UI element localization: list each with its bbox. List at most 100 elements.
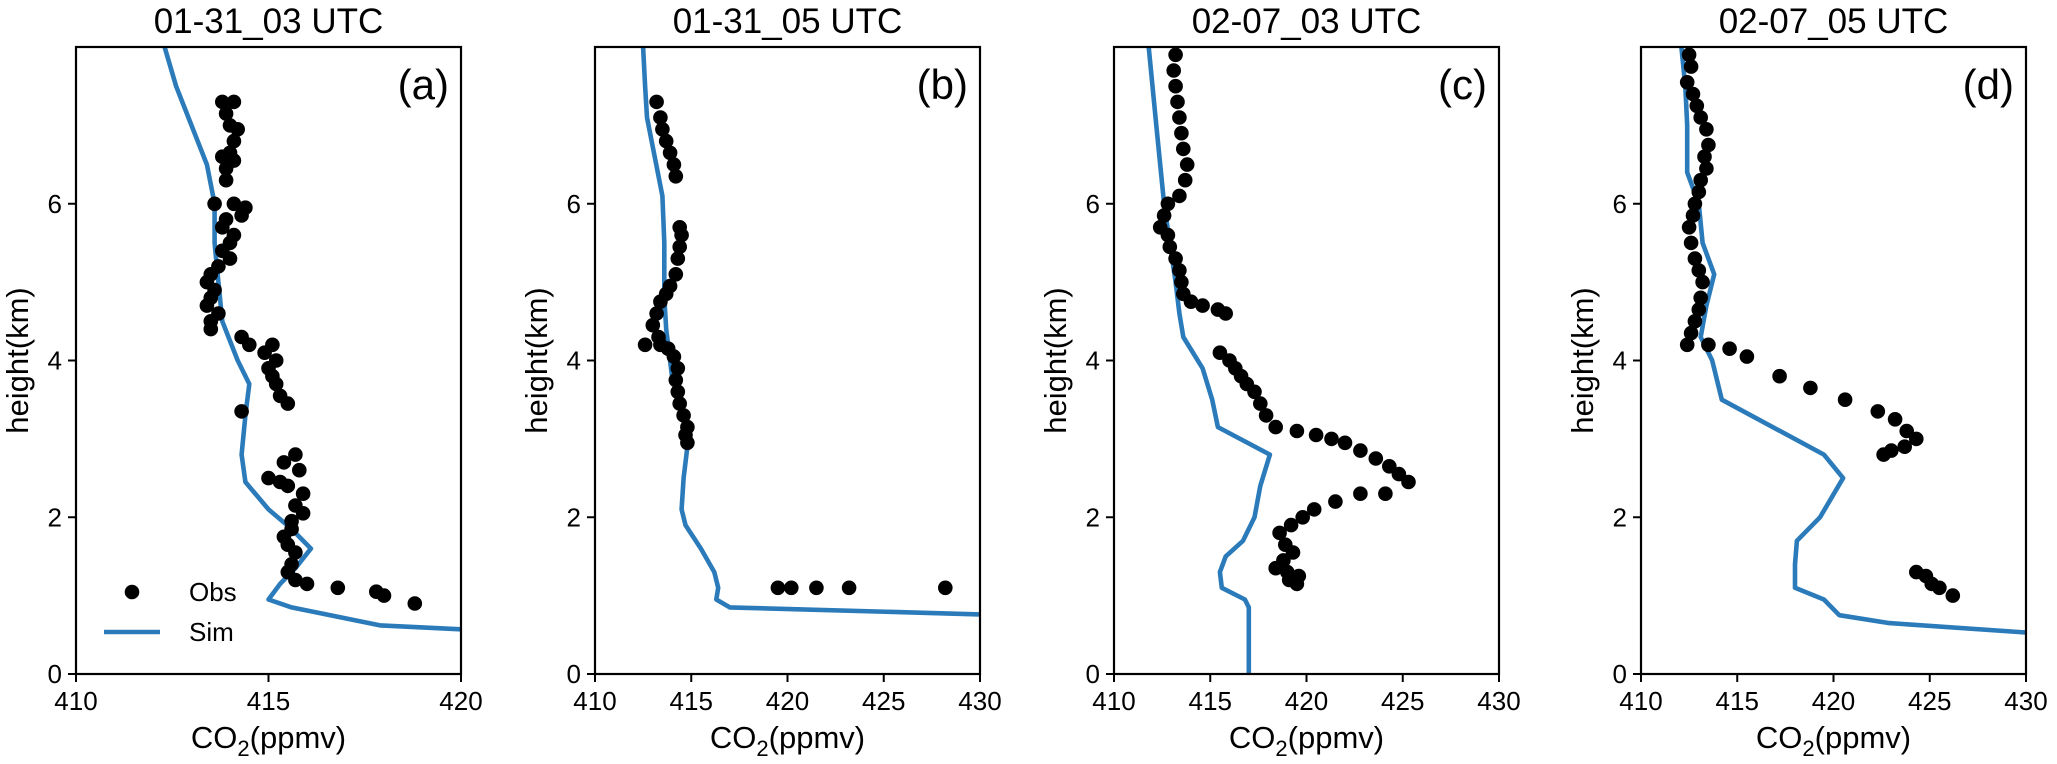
panel-4-obs-point-14 xyxy=(1685,208,1701,223)
panel-3-obs-point-14 xyxy=(1160,227,1176,243)
panel-3-obs-point-10 xyxy=(1172,188,1187,204)
panel-1-legend-obs-label: Obs xyxy=(189,577,237,607)
panel-4-obs-point-24 xyxy=(1679,337,1695,353)
panel-2-x-tick-label-410: 410 xyxy=(573,686,616,716)
panel-4-obs-point-34 xyxy=(1909,431,1924,447)
panel-1-obs-point-32 xyxy=(242,337,257,353)
panel-3-obs-point-37 xyxy=(1353,443,1368,458)
panel-3-panel-label: (c) xyxy=(1438,61,1487,108)
panel-4-obs-point-19 xyxy=(1695,274,1710,290)
panel-3-y-tick-label-0: 0 xyxy=(1086,659,1100,689)
panel-2-x-tick-label-430: 430 xyxy=(958,686,1001,716)
panel-3-obs-point-4 xyxy=(1170,94,1185,110)
panel-3-frame xyxy=(1112,45,1501,676)
panel-3-obs-point-18 xyxy=(1174,274,1189,290)
panel-2-panel-label: (b) xyxy=(917,61,968,108)
panel-3-obs-point-56 xyxy=(1289,576,1305,592)
panel-3-obs-point-16 xyxy=(1168,251,1183,266)
panel-2-obs-point-30 xyxy=(680,435,695,451)
panel-4-y-axis-label: height(km) xyxy=(1565,287,1600,433)
panel-4-obs-point-18 xyxy=(1691,263,1707,278)
panel-3-obs-point-30 xyxy=(1253,396,1268,411)
panel-3-obs-point-36 xyxy=(1337,435,1353,451)
panel-2-title: 01-31_05 UTC xyxy=(673,2,903,41)
panel-2-obs-point-1 xyxy=(649,94,664,110)
panel-3-y-axis-label: height(km) xyxy=(1038,287,1073,433)
panel-1-obs-point-55 xyxy=(288,545,303,560)
panel-1-title: 01-31_03 UTC xyxy=(154,2,384,41)
panel-2-obs-point-15 xyxy=(653,294,668,310)
panel-4-y-tick-label-0: 0 xyxy=(1613,659,1627,689)
panel-3-obs-point-31 xyxy=(1258,408,1274,423)
panel-4-obs-point-28 xyxy=(1772,368,1787,384)
panel-3-x-tick-label-410: 410 xyxy=(1092,686,1135,716)
panel-4-obs-point-5 xyxy=(1689,98,1705,114)
panel-2-obs-point-24 xyxy=(668,372,684,388)
panel-3-obs-point-3 xyxy=(1168,78,1183,94)
panel-3-obs-point-45 xyxy=(1306,502,1322,517)
panel-4-obs-point-41 xyxy=(1932,580,1947,596)
panel-1-obs-point-27 xyxy=(199,298,215,313)
panel-4-obs-point-33 xyxy=(1899,423,1914,439)
panel-3-obs-point-29 xyxy=(1247,384,1262,400)
panel-3-x-tick-label-415: 415 xyxy=(1189,686,1232,716)
panel-4-obs-point-23 xyxy=(1683,325,1699,341)
panel-2-obs-point-19 xyxy=(637,337,653,353)
panel-3-x-tick-label-425: 425 xyxy=(1381,686,1424,716)
panel-3-obs-point-20 xyxy=(1183,294,1199,310)
panel-4: 02-07_05 UTC 410 415 420 425 430 0 2 4 6 CO2(ppmv)… xyxy=(1565,2,2048,761)
panel-2-obs-point-23 xyxy=(670,361,686,376)
panel-4-obs-point-13 xyxy=(1687,196,1703,212)
panel-4-x-tick-label-415: 415 xyxy=(1716,686,1759,716)
panel-4-obs-point-11 xyxy=(1693,172,1708,188)
panel-1-obs-point-47 xyxy=(280,478,296,494)
panel-3-obs-point-7 xyxy=(1176,141,1191,157)
panel-2-obs-point-17 xyxy=(645,317,661,333)
panel-4-obs-point-32 xyxy=(1887,412,1903,427)
panel-2-obs-point-31 xyxy=(770,580,786,596)
panel-1-y-tick-label-6: 6 xyxy=(48,189,62,219)
panel-3-y-tick-label-6: 6 xyxy=(1086,189,1100,219)
panel-3-obs-point-33 xyxy=(1289,423,1305,439)
panel-1-y-tick-label-2: 2 xyxy=(48,502,62,532)
panel-1-obs-point-15 xyxy=(234,208,249,223)
panel-1-obs-point-42 xyxy=(288,447,303,462)
panel-1-x-tick-label-410: 410 xyxy=(54,686,97,716)
panel-1-x-tick-label-415: 415 xyxy=(247,686,290,716)
panel-1-obs-point-5 xyxy=(230,122,245,137)
panel-1-obs-point-2 xyxy=(226,94,242,110)
panel-3-obs-point-1 xyxy=(1168,47,1183,63)
panel-1-obs-point-12 xyxy=(207,196,222,212)
panel-3-plot-area xyxy=(1146,47,1416,674)
panel-2-y-axis-label: height(km) xyxy=(519,287,554,433)
panel-4-plot-area xyxy=(1679,47,2026,635)
panel-2-x-tick-label-415: 415 xyxy=(670,686,713,716)
panel-1-obs-point-11 xyxy=(218,172,234,188)
panel-3-obs-point-23 xyxy=(1218,306,1233,321)
panel-1-obs-point-48 xyxy=(295,486,311,502)
panel-4-obs-point-42 xyxy=(1945,588,1961,603)
panel-4-obs-point-17 xyxy=(1687,251,1703,266)
panel-3-x-axis-label: CO2(ppmv) xyxy=(1229,720,1384,761)
panel-4-obs-point-12 xyxy=(1691,184,1707,200)
panel-4-y-tick-label-2: 2 xyxy=(1613,502,1627,532)
panel-1-x-axis-label: CO2(ppmv) xyxy=(191,720,346,761)
panel-1-plot-area xyxy=(162,47,461,632)
panel-4-obs-point-35 xyxy=(1897,439,1912,455)
panel-1-obs-point-34 xyxy=(257,345,272,361)
panel-1-obs-point-13 xyxy=(226,196,242,212)
panel-4-y-tick-label-6: 6 xyxy=(1613,189,1627,219)
panel-3-sim-line xyxy=(1146,47,1273,674)
panel-1-sim-line xyxy=(162,47,461,632)
panel-3-obs-point-42 xyxy=(1378,486,1393,502)
panel-2-obs-point-22 xyxy=(666,349,682,364)
panel-3-obs-point-17 xyxy=(1172,263,1187,278)
panel-3-obs-point-6 xyxy=(1174,125,1189,141)
panel-3-obs-point-9 xyxy=(1177,172,1193,188)
panel-4-obs-point-20 xyxy=(1693,290,1708,306)
panel-3-obs-point-52 xyxy=(1268,560,1283,576)
panel-4-obs-point-37 xyxy=(1876,447,1891,462)
panel-3-obs-point-40 xyxy=(1391,466,1407,482)
panel-4-x-tick-label-430: 430 xyxy=(2004,686,2047,716)
panel-4-obs-point-26 xyxy=(1722,341,1737,357)
